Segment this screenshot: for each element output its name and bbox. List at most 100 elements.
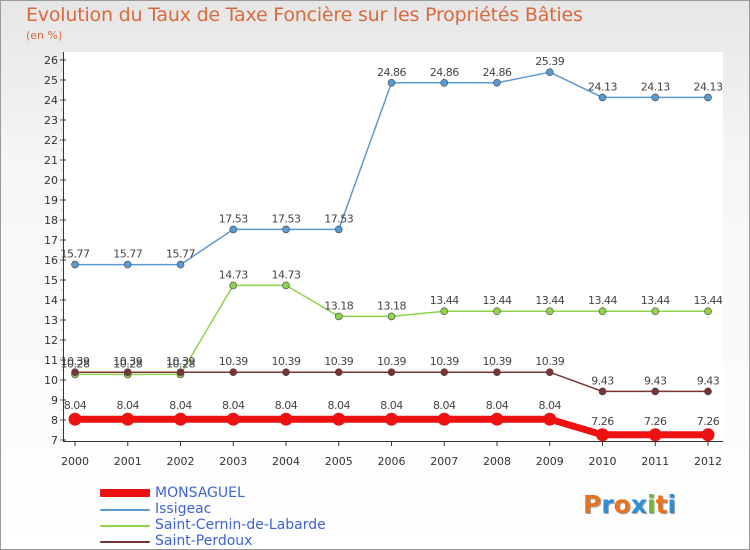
data-label: 14.73 xyxy=(272,268,301,281)
legend-label: Saint-Cernin-de-Labarde xyxy=(155,517,326,533)
data-point xyxy=(229,368,238,377)
y-tick-label: 12 xyxy=(44,334,58,347)
y-tick-label: 16 xyxy=(44,254,58,267)
data-label: 13.44 xyxy=(588,294,617,307)
data-label: 8.04 xyxy=(539,399,562,412)
chart-plot: 7 8 9 10 11 12 13 14 15 16 17 18 19 20 21 22 23 24 25 26 200… xyxy=(44,52,723,468)
data-point xyxy=(598,387,607,396)
data-label: 10.39 xyxy=(535,355,564,368)
legend-swatch xyxy=(100,489,150,497)
y-tick-label: 9 xyxy=(51,394,58,407)
x-tick-label: 2010 xyxy=(589,455,617,468)
logo-letter: x xyxy=(630,490,647,519)
data-label: 10.28 xyxy=(113,357,142,370)
chart-title: Evolution du Taux de Taxe Foncière sur l… xyxy=(26,4,583,26)
data-label: 8.04 xyxy=(275,399,298,412)
logo-letter: t xyxy=(655,490,668,519)
chart-subtitle: (en %) xyxy=(26,29,63,42)
data-label: 10.39 xyxy=(166,355,195,368)
data-point xyxy=(543,412,557,426)
data-point xyxy=(226,412,240,426)
legend-label: Issigeac xyxy=(155,501,212,517)
data-point xyxy=(176,368,185,377)
data-label: 8.04 xyxy=(169,399,192,412)
data-label: 10.39 xyxy=(219,355,248,368)
data-point xyxy=(176,260,185,269)
data-point xyxy=(123,260,132,269)
data-point xyxy=(282,281,290,290)
y-tick-label: 21 xyxy=(44,154,58,167)
data-label: 10.28 xyxy=(166,357,195,370)
data-point xyxy=(387,79,396,87)
x-tick-label: 2009 xyxy=(536,455,564,468)
x-tick-label: 2007 xyxy=(430,455,458,468)
data-label: 15.77 xyxy=(113,248,142,261)
data-label: 10.39 xyxy=(324,355,353,368)
data-point xyxy=(229,225,238,234)
data-point xyxy=(174,412,187,426)
data-label: 13.44 xyxy=(430,294,459,307)
data-label: 8.04 xyxy=(486,399,509,412)
data-label: 8.04 xyxy=(64,399,87,412)
x-tick-label: 2012 xyxy=(694,455,722,468)
data-label: 17.53 xyxy=(272,212,301,225)
data-point xyxy=(68,412,82,426)
y-tick-label: 26 xyxy=(44,54,58,67)
data-point xyxy=(704,93,712,102)
data-point xyxy=(121,412,135,426)
data-label: 13.18 xyxy=(377,299,406,312)
logo-letter: i xyxy=(667,490,677,519)
data-point xyxy=(440,368,449,377)
y-tick-label: 17 xyxy=(44,234,58,247)
data-point xyxy=(704,387,712,396)
data-label: 9.43 xyxy=(697,374,720,387)
data-point xyxy=(71,368,79,377)
data-label: 24.86 xyxy=(377,66,406,79)
data-point xyxy=(493,368,501,377)
data-label: 24.13 xyxy=(641,80,670,93)
data-label: 24.86 xyxy=(483,66,512,79)
data-label: 15.77 xyxy=(61,248,90,261)
x-tick-label: 2001 xyxy=(114,455,142,468)
data-label: 10.39 xyxy=(483,355,512,368)
x-tick-label: 2002 xyxy=(167,455,195,468)
data-point xyxy=(334,368,343,377)
y-tick-label: 8 xyxy=(51,414,58,427)
data-label: 10.39 xyxy=(61,355,90,368)
data-label: 17.53 xyxy=(219,212,248,225)
data-point xyxy=(440,79,449,87)
data-point xyxy=(387,368,396,377)
data-point xyxy=(493,79,501,87)
data-label: 8.04 xyxy=(328,399,351,412)
data-label: 13.44 xyxy=(483,294,512,307)
y-tick-label: 18 xyxy=(44,214,58,227)
data-point xyxy=(282,368,290,377)
data-point xyxy=(598,307,607,316)
y-tick-label: 7 xyxy=(51,434,58,447)
data-label: 13.44 xyxy=(694,294,723,307)
data-point xyxy=(545,368,554,377)
data-point xyxy=(71,260,79,269)
data-label: 13.18 xyxy=(324,299,353,312)
data-point xyxy=(334,225,343,234)
data-point xyxy=(282,225,290,234)
data-point xyxy=(387,312,396,321)
data-point xyxy=(334,312,343,321)
x-tick-label: 2008 xyxy=(483,455,511,468)
y-tick-label: 19 xyxy=(44,194,58,207)
data-point xyxy=(545,68,554,76)
data-point xyxy=(701,428,715,442)
y-tick-label: 20 xyxy=(44,174,58,187)
data-point xyxy=(123,368,132,377)
data-label: 7.26 xyxy=(591,415,614,428)
data-label: 8.04 xyxy=(433,399,456,412)
data-label: 10.39 xyxy=(377,355,406,368)
data-label: 8.04 xyxy=(380,399,403,412)
data-point xyxy=(332,412,346,426)
y-tick-label: 13 xyxy=(44,314,58,327)
legend-label: MONSAGUEL xyxy=(155,485,245,501)
data-point xyxy=(229,281,238,290)
data-label: 13.44 xyxy=(641,294,670,307)
data-point xyxy=(651,387,660,396)
y-tick-label: 25 xyxy=(44,74,58,87)
